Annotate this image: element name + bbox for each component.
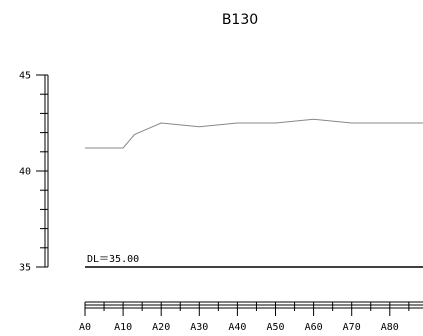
chart-title: B130 — [222, 12, 258, 28]
x-tick-label: A20 — [152, 322, 170, 333]
x-tick-label: A30 — [190, 322, 208, 333]
reference-line-label: DL＝35.00 — [87, 254, 139, 265]
series-group — [84, 118, 423, 149]
y-tick-label: 40 — [19, 167, 31, 178]
x-tick-label: A80 — [381, 322, 399, 333]
x-tick-label: A60 — [305, 322, 323, 333]
y-axis: 35 40 45 — [19, 71, 49, 274]
x-tick-label: A50 — [266, 322, 284, 333]
x-tick-label: A40 — [228, 322, 246, 333]
y-tick-label: 45 — [19, 71, 31, 82]
x-axis: A0A10A20A30A40A50A60A70A80A — [79, 301, 423, 333]
x-tick-label: A10 — [114, 322, 132, 333]
y-tick-label: 35 — [19, 263, 31, 274]
x-tick-label: A0 — [79, 322, 91, 333]
reference-line-group: DL＝35.00 — [85, 254, 423, 268]
series-line — [85, 118, 423, 149]
x-tick-label: A70 — [343, 322, 361, 333]
